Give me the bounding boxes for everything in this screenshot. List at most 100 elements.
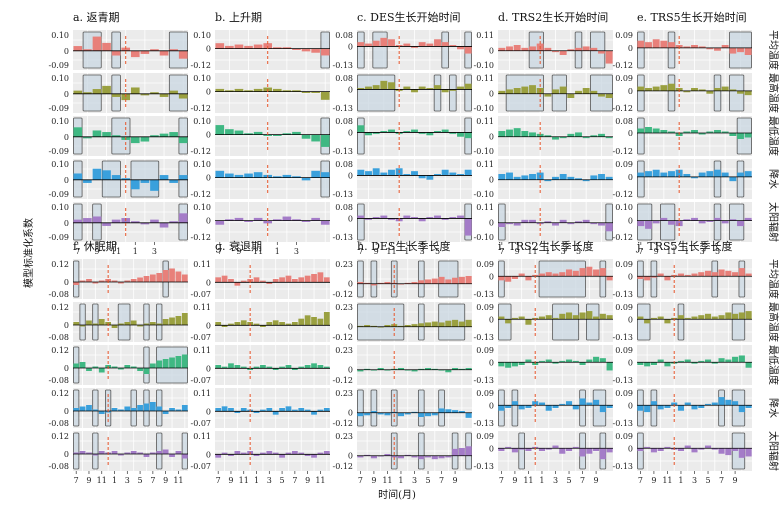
bar [285,365,292,369]
bar [598,174,605,180]
bar [397,283,405,285]
bar [215,365,222,369]
x-tick-label: 3 [692,476,697,485]
y-tick-label: -0.12 [612,147,633,156]
bar [279,454,285,458]
bar [234,88,244,92]
bar [575,47,582,51]
bar [418,132,426,134]
bar [511,448,518,453]
y-tick-label: -0.09 [48,233,69,242]
y-tick-label: 0.12 [51,346,69,355]
row-平均温度: 0.23 0-0.12 [332,259,472,299]
bar [403,43,411,47]
bar [506,129,513,137]
row-平均温度: 0.08 0 -0.13 [332,30,472,70]
bar [181,274,188,282]
significance-box [677,303,685,341]
x-tick-label: 11 [527,247,537,256]
bar [320,48,330,56]
y-tick-label: 0 [64,90,69,99]
x-tick-label: 9 [512,476,517,485]
bar [159,50,169,56]
bar [582,219,590,223]
bar [606,315,613,320]
y-tick-label: 0.09 [615,389,633,398]
bar [311,217,320,221]
row-最高温度: 0.10 0 -0.12 [190,73,330,113]
bar [650,362,657,365]
row-太阳辐射: 0.08 0 -0.13 [332,202,472,242]
bar [311,317,317,326]
bar [291,451,298,455]
row-label-降水: 降水 [767,169,780,189]
bar [228,279,234,283]
y-tick-label: -0.08 [48,290,69,299]
x-tick-label: 5 [138,476,143,485]
bar [156,360,163,368]
significance-box [667,74,676,112]
bar [737,172,744,177]
y-tick-label: 0.11 [476,74,494,83]
bar [304,454,311,456]
bar [215,170,225,178]
bar [73,46,83,51]
y-tick-label: 0 [348,214,353,223]
bar [418,175,426,179]
bar [79,406,86,411]
bar [234,174,244,178]
significance-box [713,74,722,112]
bar [365,132,372,136]
y-tick-label: 0 [628,87,633,96]
bar [683,46,691,48]
bar [518,362,525,365]
bar [279,408,285,412]
significance-box [92,303,99,341]
y-tick-label: 0 [489,219,494,228]
bar [384,369,391,371]
y-tick-label: -0.09 [48,190,69,199]
bar [304,315,311,326]
y-tick-label: 0.11 [476,117,494,126]
significance-box [449,74,457,112]
bar [498,362,505,367]
bar [664,405,671,408]
bar [111,366,118,368]
bar [118,454,124,456]
bar [424,322,432,327]
y-tick-label: 0 [348,42,353,51]
bar [384,325,391,327]
row-label-降水: 降水 [767,398,780,418]
row-太阳辐射: 0.10 0 -0.09 [48,202,188,242]
bar [240,366,247,369]
bar [582,179,590,182]
row-label-平均温度: 平均温度 [767,30,780,70]
bar [586,448,593,454]
significance-box [464,74,472,112]
y-tick-label: 0 [489,133,494,142]
bar [565,312,573,320]
bar [317,452,324,455]
y-tick-label: 0 [489,90,494,99]
y-tick-label: -0.12 [612,61,633,70]
x-tick-label: 5 [715,247,720,256]
bar [215,322,222,326]
bar [266,408,273,412]
y-tick-label: -0.12 [190,61,211,70]
x-tick-label: 1 [133,247,138,256]
bar [162,359,169,368]
y-tick-label: 0 [489,176,494,185]
x-tick-label: 3 [125,476,130,485]
y-tick-label: 0.10 [193,31,211,40]
bar [92,323,99,325]
bar [380,131,388,133]
chart-panel-8: h. DES生长季长度0.230-0.120.230-0.120.230-0.1… [332,239,472,485]
row-降水: 0.09 0 -0.13 [473,388,613,428]
bar [370,455,377,459]
bar [644,446,651,449]
bar [465,276,472,284]
bar [572,270,579,277]
y-tick-label: 0.10 [193,117,211,126]
bar [266,282,273,284]
significance-box [320,160,330,198]
